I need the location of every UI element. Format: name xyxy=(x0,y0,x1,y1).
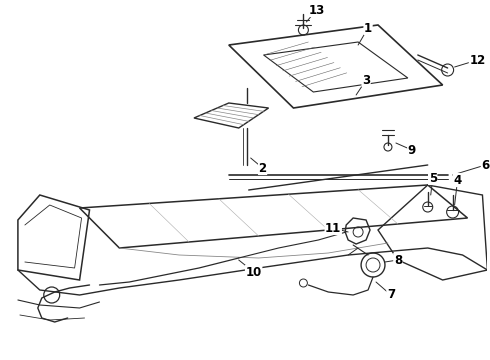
Text: 11: 11 xyxy=(325,221,342,234)
Text: 2: 2 xyxy=(259,162,267,175)
Text: 6: 6 xyxy=(481,158,490,171)
Text: 3: 3 xyxy=(362,73,370,86)
Text: 1: 1 xyxy=(364,22,372,35)
Text: 9: 9 xyxy=(408,144,416,157)
Text: 5: 5 xyxy=(429,171,437,185)
Text: 13: 13 xyxy=(308,4,324,17)
Text: 4: 4 xyxy=(453,174,462,186)
Text: 8: 8 xyxy=(394,253,402,266)
Text: 12: 12 xyxy=(469,54,486,67)
Text: 10: 10 xyxy=(245,266,262,279)
Text: 7: 7 xyxy=(387,288,395,302)
